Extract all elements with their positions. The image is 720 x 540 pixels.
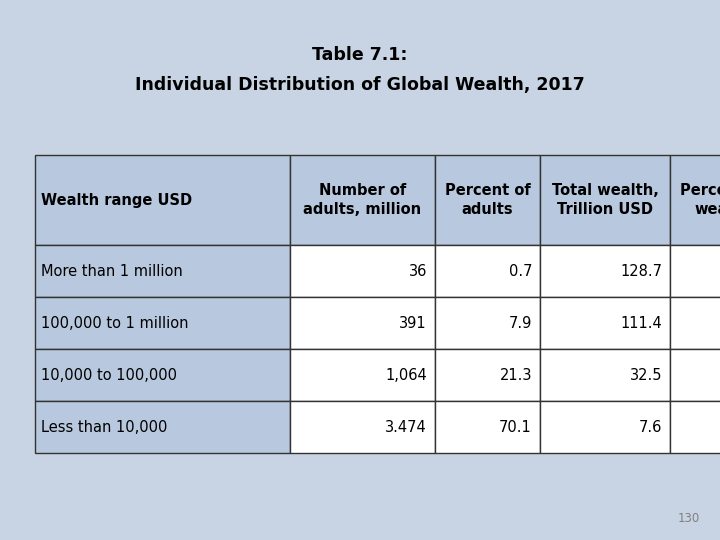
Bar bbox=[290, 155, 435, 245]
Text: 32.5: 32.5 bbox=[629, 368, 662, 382]
Text: 70.1: 70.1 bbox=[499, 420, 532, 435]
Bar bbox=[540, 155, 670, 245]
Bar bbox=[35, 297, 290, 349]
Text: 36: 36 bbox=[409, 264, 427, 279]
Bar bbox=[540, 401, 670, 453]
Text: 10,000 to 100,000: 10,000 to 100,000 bbox=[41, 368, 177, 382]
Text: More than 1 million: More than 1 million bbox=[41, 264, 183, 279]
Text: 111.4: 111.4 bbox=[620, 315, 662, 330]
Bar bbox=[435, 349, 540, 401]
Bar bbox=[35, 401, 290, 453]
Text: 100,000 to 1 million: 100,000 to 1 million bbox=[41, 315, 189, 330]
Text: Total wealth,
Trillion USD: Total wealth, Trillion USD bbox=[552, 183, 658, 218]
Text: 7.9: 7.9 bbox=[508, 315, 532, 330]
Text: 130: 130 bbox=[678, 512, 700, 525]
Bar bbox=[435, 245, 540, 297]
Bar bbox=[670, 297, 720, 349]
Text: 21.3: 21.3 bbox=[500, 368, 532, 382]
Bar bbox=[290, 245, 435, 297]
Bar bbox=[540, 245, 670, 297]
Bar bbox=[290, 297, 435, 349]
Text: Wealth range USD: Wealth range USD bbox=[41, 192, 192, 207]
Bar bbox=[670, 245, 720, 297]
Text: 128.7: 128.7 bbox=[620, 264, 662, 279]
Bar bbox=[435, 155, 540, 245]
Text: 7.6: 7.6 bbox=[639, 420, 662, 435]
Bar bbox=[670, 155, 720, 245]
Bar bbox=[290, 401, 435, 453]
Bar bbox=[540, 349, 670, 401]
Text: 391: 391 bbox=[400, 315, 427, 330]
Text: 0.7: 0.7 bbox=[508, 264, 532, 279]
Bar bbox=[290, 349, 435, 401]
Text: Percent of
wealth: Percent of wealth bbox=[680, 183, 720, 218]
Bar bbox=[35, 349, 290, 401]
Text: Less than 10,000: Less than 10,000 bbox=[41, 420, 167, 435]
Bar bbox=[435, 401, 540, 453]
Text: Number of
adults, million: Number of adults, million bbox=[303, 183, 422, 218]
Bar bbox=[35, 245, 290, 297]
Bar bbox=[670, 349, 720, 401]
Text: Percent of
adults: Percent of adults bbox=[445, 183, 531, 218]
Text: 3.474: 3.474 bbox=[385, 420, 427, 435]
Bar bbox=[540, 297, 670, 349]
Text: Table 7.1:: Table 7.1: bbox=[312, 46, 408, 64]
Bar bbox=[670, 401, 720, 453]
Bar bbox=[435, 297, 540, 349]
Bar bbox=[35, 155, 290, 245]
Text: 1,064: 1,064 bbox=[385, 368, 427, 382]
Text: Individual Distribution of Global Wealth, 2017: Individual Distribution of Global Wealth… bbox=[135, 76, 585, 94]
